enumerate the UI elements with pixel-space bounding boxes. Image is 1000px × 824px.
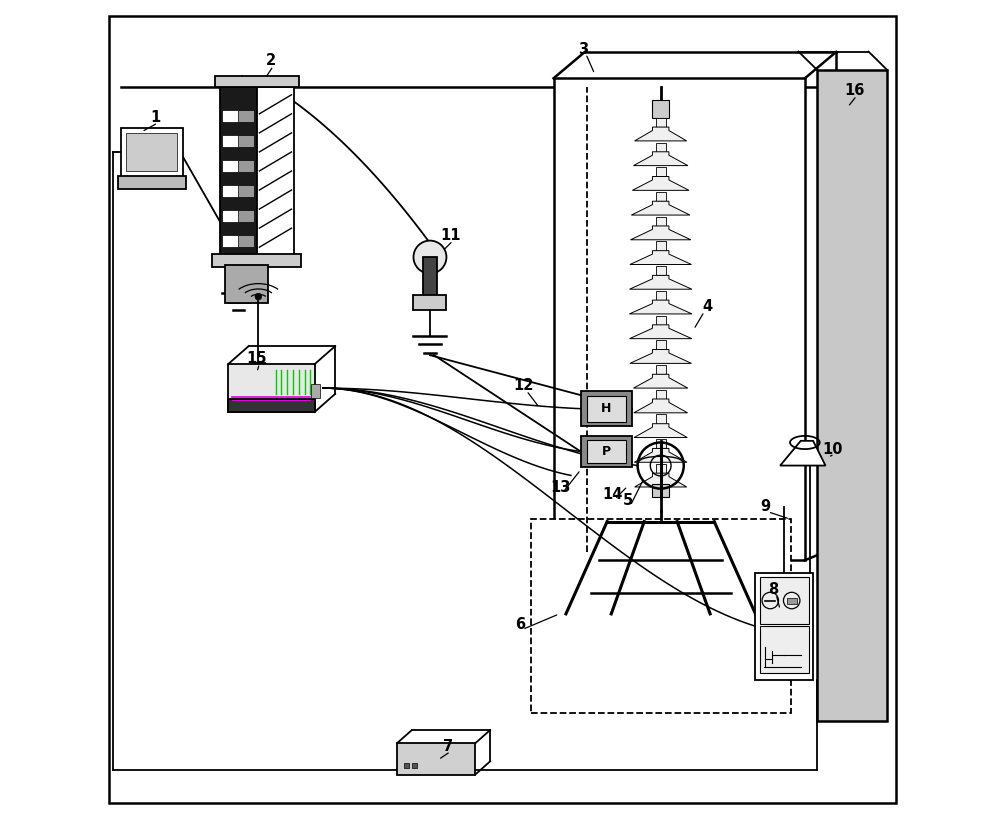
Text: 1: 1 xyxy=(150,110,161,125)
Bar xyxy=(656,365,666,374)
Polygon shape xyxy=(635,127,687,141)
Bar xyxy=(413,295,446,310)
Bar xyxy=(118,176,186,189)
Bar xyxy=(656,390,666,399)
Bar xyxy=(222,160,254,172)
Polygon shape xyxy=(630,325,692,339)
Bar xyxy=(587,396,626,422)
Bar xyxy=(554,78,805,560)
Bar xyxy=(656,217,666,226)
Bar xyxy=(652,484,669,497)
Bar xyxy=(423,257,437,297)
Bar xyxy=(755,573,813,680)
Polygon shape xyxy=(629,300,692,314)
Bar xyxy=(652,100,669,118)
Bar xyxy=(656,291,666,300)
Bar xyxy=(581,391,632,426)
Bar xyxy=(656,241,666,250)
Circle shape xyxy=(413,241,446,274)
Bar xyxy=(397,743,475,775)
Text: 16: 16 xyxy=(844,83,865,98)
Text: 15: 15 xyxy=(247,351,267,366)
Text: 3: 3 xyxy=(578,42,588,57)
Polygon shape xyxy=(630,349,691,363)
Text: 2: 2 xyxy=(266,54,276,68)
Text: 10: 10 xyxy=(822,442,842,456)
Bar xyxy=(760,577,809,624)
Text: 5: 5 xyxy=(623,494,633,508)
Polygon shape xyxy=(634,374,688,388)
Bar xyxy=(311,384,320,398)
Bar xyxy=(587,440,626,463)
Polygon shape xyxy=(780,441,825,466)
Bar xyxy=(215,76,299,87)
Text: P: P xyxy=(602,445,611,458)
Text: 12: 12 xyxy=(514,378,534,393)
Bar xyxy=(412,763,417,768)
Bar xyxy=(656,192,666,201)
Polygon shape xyxy=(630,275,692,289)
Bar xyxy=(656,143,666,152)
Polygon shape xyxy=(631,201,690,215)
Bar xyxy=(760,626,809,673)
Polygon shape xyxy=(633,152,688,166)
Bar xyxy=(225,265,268,303)
Text: 9: 9 xyxy=(760,499,770,514)
Polygon shape xyxy=(630,250,691,265)
Bar xyxy=(531,519,791,713)
Bar xyxy=(656,414,666,424)
Bar xyxy=(222,110,254,122)
Circle shape xyxy=(255,293,262,300)
Polygon shape xyxy=(631,226,691,240)
Bar xyxy=(222,185,254,197)
Text: 7: 7 xyxy=(443,739,453,754)
Bar xyxy=(222,235,238,247)
Text: 13: 13 xyxy=(550,480,570,495)
Bar xyxy=(656,167,666,176)
Bar xyxy=(222,110,238,122)
Bar xyxy=(787,598,797,604)
Text: 4: 4 xyxy=(703,299,713,314)
Bar xyxy=(222,210,238,222)
Polygon shape xyxy=(632,176,689,190)
Polygon shape xyxy=(634,424,687,438)
Bar xyxy=(257,87,294,255)
Bar xyxy=(222,135,254,147)
Text: 8: 8 xyxy=(768,582,779,597)
Bar xyxy=(222,160,238,172)
Bar xyxy=(222,210,254,222)
Bar xyxy=(222,135,238,147)
Bar xyxy=(404,763,409,768)
Bar xyxy=(656,340,666,349)
Polygon shape xyxy=(635,473,687,487)
Bar xyxy=(581,436,632,467)
Bar xyxy=(126,133,177,171)
Bar xyxy=(222,235,254,247)
Bar xyxy=(656,118,666,127)
Bar xyxy=(220,87,257,255)
Bar xyxy=(228,364,315,412)
Text: 11: 11 xyxy=(440,228,461,243)
Bar xyxy=(222,185,238,197)
Text: 6: 6 xyxy=(515,617,525,632)
Bar xyxy=(228,399,315,412)
Text: H: H xyxy=(601,402,611,415)
Bar xyxy=(212,254,301,267)
Bar xyxy=(656,316,666,325)
Bar xyxy=(121,128,183,177)
Bar xyxy=(656,439,666,448)
Bar xyxy=(656,266,666,275)
Text: 14: 14 xyxy=(602,487,622,502)
Bar xyxy=(817,70,887,721)
Polygon shape xyxy=(634,399,688,413)
Bar xyxy=(656,464,666,473)
Polygon shape xyxy=(634,448,687,462)
